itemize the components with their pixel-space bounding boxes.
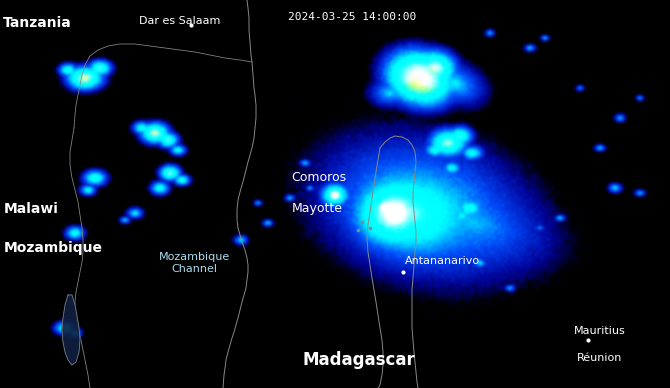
Text: Dar es Salaam: Dar es Salaam [139, 16, 220, 26]
Text: Tanzania: Tanzania [3, 16, 72, 29]
Text: Malawi: Malawi [3, 202, 58, 216]
Text: Mauritius: Mauritius [574, 326, 626, 336]
Text: Mozambique
Channel: Mozambique Channel [159, 252, 230, 274]
Text: Comoros: Comoros [291, 171, 346, 184]
Text: Antananarivo: Antananarivo [405, 256, 480, 266]
Text: Mayotte: Mayotte [291, 202, 342, 215]
Text: Madagascar: Madagascar [302, 351, 415, 369]
Text: Réunion: Réunion [577, 353, 622, 363]
Text: 2024-03-25 14:00:00: 2024-03-25 14:00:00 [287, 12, 416, 22]
Polygon shape [62, 295, 80, 365]
Text: Mozambique: Mozambique [3, 241, 103, 255]
